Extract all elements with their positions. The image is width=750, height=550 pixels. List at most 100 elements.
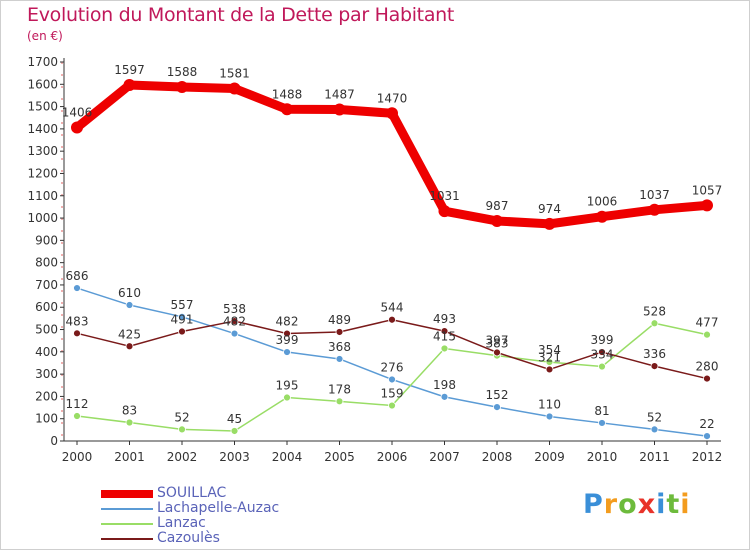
data-point-lanzac [598, 362, 606, 371]
x-tick-label: 2007 [429, 450, 460, 464]
x-tick-label: 2008 [482, 450, 513, 464]
data-label-lachapelle-auzac: 276 [381, 360, 404, 374]
data-point-lachapelle-auzac [335, 355, 344, 363]
data-label-lanzac: 383 [486, 337, 509, 351]
brand-letter: P [583, 489, 604, 520]
x-tick-label: 2010 [587, 450, 618, 464]
data-label-lanzac: 52 [174, 410, 189, 424]
y-tick-label: 800 [35, 256, 58, 270]
y-tick-label: 1300 [27, 144, 58, 158]
y-tick-label: 1600 [27, 77, 58, 91]
data-point-souillac [228, 82, 241, 95]
data-label-souillac: 1588 [167, 65, 198, 79]
data-point-lachapelle-auzac [230, 329, 239, 338]
data-label-cazoules: 544 [381, 301, 404, 315]
brand-letter: i [656, 489, 667, 520]
x-tick-label: 2001 [114, 450, 145, 464]
legend-swatch [101, 523, 153, 525]
x-tick-label: 2002 [167, 450, 198, 464]
data-label-cazoules: 483 [66, 314, 89, 328]
x-tick-label: 2012 [692, 450, 723, 464]
data-label-souillac: 1037 [639, 188, 670, 202]
data-point-cazoules [230, 317, 239, 325]
data-label-souillac: 1488 [272, 87, 303, 101]
brand-logo: Proxiti [583, 489, 691, 520]
brand-letter: o [618, 489, 638, 520]
data-point-lachapelle-auzac [73, 284, 81, 292]
data-label-cazoules: 336 [643, 347, 666, 361]
data-point-lanzac [73, 412, 81, 420]
data-label-lanzac: 415 [433, 329, 456, 343]
data-label-lanzac: 45 [227, 412, 242, 426]
legend-label: Cazoulès [157, 530, 220, 546]
y-tick-label: 600 [35, 300, 58, 314]
data-label-lachapelle-auzac: 482 [223, 315, 246, 329]
data-point-cazoules [440, 327, 449, 335]
data-label-lanzac: 354 [538, 343, 561, 357]
axes: 0 100 200 300 400 500 600 700 800 900 1000 1100 1200… [27, 55, 722, 464]
x-tick-label: 2011 [639, 450, 670, 464]
data-point-cazoules [493, 348, 501, 357]
data-point-lachapelle-auzac [178, 312, 186, 321]
data-point-cazoules [335, 328, 344, 336]
data-label-souillac: 987 [486, 199, 509, 213]
chart-title: Evolution du Montant de la Dette par Hab… [27, 4, 455, 26]
data-point-lanzac [440, 344, 449, 353]
data-point-cazoules [388, 315, 396, 324]
y-tick-label: 400 [35, 345, 58, 359]
data-label-lachapelle-auzac: 152 [486, 388, 509, 402]
data-point-cazoules [283, 329, 291, 338]
data-label-lachapelle-auzac: 557 [171, 298, 194, 312]
legend-label: Lachapelle-Auzac [157, 500, 280, 516]
data-label-lanzac: 83 [122, 403, 137, 417]
data-label-souillac: 1487 [324, 87, 355, 101]
data-label-lachapelle-auzac: 686 [66, 269, 89, 283]
data-label-lachapelle-auzac: 22 [699, 417, 714, 431]
series-lines [71, 78, 713, 440]
legend-label: Lanzac [157, 515, 206, 531]
legend-swatch [101, 538, 153, 540]
data-label-lachapelle-auzac: 110 [538, 397, 561, 411]
y-tick-label: 1200 [27, 166, 58, 180]
data-label-lachapelle-auzac: 399 [276, 333, 299, 347]
data-label-lanzac: 178 [328, 382, 351, 396]
x-tick-label: 2004 [272, 450, 303, 464]
data-point-lachapelle-auzac [283, 348, 291, 356]
data-point-souillac [648, 203, 661, 216]
y-tick-label: 0 [50, 434, 58, 448]
data-point-cazoules [73, 329, 81, 338]
data-point-lanzac [388, 401, 396, 410]
data-point-lanzac [650, 319, 659, 328]
data-label-lachapelle-auzac: 81 [594, 404, 609, 418]
data-label-cazoules: 538 [223, 302, 246, 316]
data-label-lachapelle-auzac: 368 [328, 340, 351, 354]
y-tick-label: 900 [35, 233, 58, 247]
data-point-lanzac [125, 418, 134, 427]
data-point-lanzac [335, 397, 344, 406]
legend-swatch [101, 490, 153, 498]
x-tick-label: 2009 [534, 450, 565, 464]
x-tick-label: 2003 [219, 450, 250, 464]
data-label-souillac: 1470 [377, 91, 408, 105]
data-point-souillac [543, 217, 556, 230]
data-point-souillac [333, 103, 346, 116]
data-point-souillac [71, 121, 83, 134]
data-point-souillac [491, 214, 503, 227]
x-tick-label: 2006 [377, 450, 408, 464]
data-point-lanzac [230, 427, 239, 435]
data-label-cazoules: 489 [328, 313, 351, 327]
data-point-cazoules [125, 342, 134, 351]
brand-letter: i [680, 489, 691, 520]
data-point-cazoules [545, 365, 554, 374]
brand-letter: x [637, 489, 657, 520]
x-tick-label: 2000 [62, 450, 93, 464]
data-label-souillac: 1406 [62, 106, 93, 120]
data-label-lanzac: 477 [696, 316, 719, 330]
data-label-cazoules: 280 [696, 360, 719, 374]
data-point-souillac [386, 107, 398, 120]
data-point-lachapelle-auzac [598, 419, 606, 427]
y-tick-label: 1100 [27, 189, 58, 203]
data-label-souillac: 1031 [429, 189, 460, 203]
